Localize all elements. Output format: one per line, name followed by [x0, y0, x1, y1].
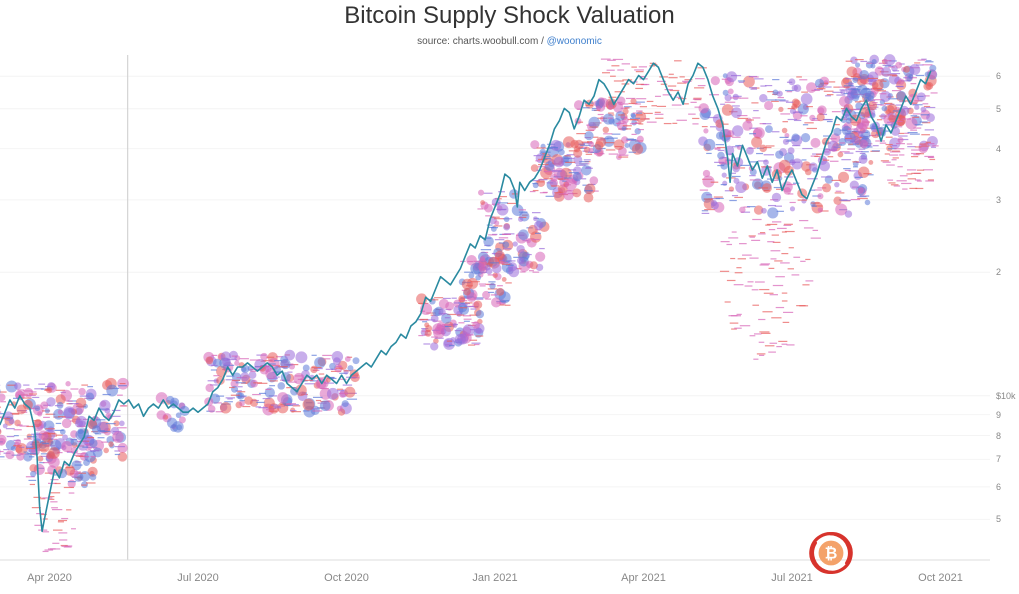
yaxis-tick-label: 2 — [996, 267, 1001, 277]
supply-shock-chart — [0, 0, 1019, 594]
subtitle-source: source: charts.woobull.com / — [417, 36, 547, 47]
xaxis-tick-label: Jul 2021 — [771, 572, 813, 584]
chart-subtitle: source: charts.woobull.com / @woonomic — [0, 36, 1019, 47]
chart-title: Bitcoin Supply Shock Valuation — [0, 2, 1019, 30]
xaxis-tick-label: Apr 2020 — [27, 572, 72, 584]
svg-text:₿: ₿ — [825, 545, 838, 563]
xaxis-tick-label: Oct 2021 — [918, 572, 963, 584]
yaxis-tick-label: 8 — [996, 431, 1001, 441]
yaxis-tick-label: 9 — [996, 410, 1001, 420]
yaxis-tick-label: 4 — [996, 144, 1001, 154]
yaxis-tick-label: 3 — [996, 195, 1001, 205]
subtitle-link[interactable]: @woonomic — [547, 36, 602, 47]
xaxis-tick-label: Jul 2020 — [177, 572, 219, 584]
bitcoin-watermark-icon: ₿ — [808, 530, 854, 576]
yaxis-tick-label: 5 — [996, 514, 1001, 524]
yaxis-tick-label: 7 — [996, 454, 1001, 464]
yaxis-tick-label: 6 — [996, 71, 1001, 81]
xaxis-tick-label: Apr 2021 — [621, 572, 666, 584]
yaxis-tick-label: 5 — [996, 104, 1001, 114]
yaxis-tick-label: 6 — [996, 482, 1001, 492]
xaxis-tick-label: Oct 2020 — [324, 572, 369, 584]
xaxis-tick-label: Jan 2021 — [472, 572, 517, 584]
yaxis-tick-label: $10k — [996, 391, 1016, 401]
